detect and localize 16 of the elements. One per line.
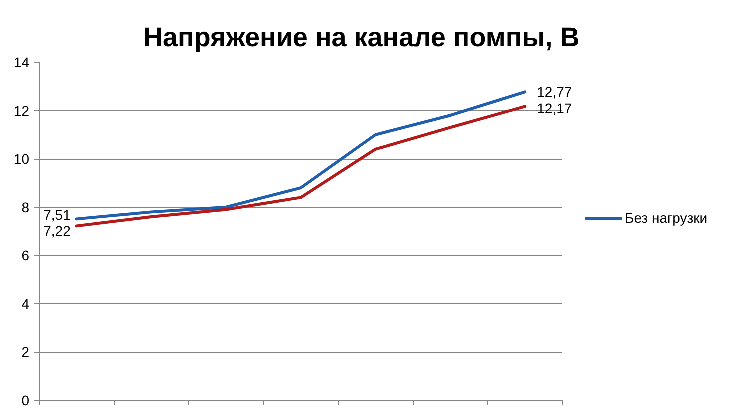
line-series bbox=[75, 90, 527, 221]
y-tick-label: 4 bbox=[22, 296, 30, 312]
legend-label: Без нагрузки bbox=[625, 210, 708, 226]
y-tick-label: 0 bbox=[22, 392, 30, 408]
y-tick-label: 2 bbox=[22, 344, 30, 360]
line-series bbox=[75, 105, 527, 228]
data-label: 7,22 bbox=[44, 223, 72, 240]
chart-title: Напряжение на канале помпы, В bbox=[144, 22, 580, 52]
y-tick-label: 10 bbox=[14, 151, 30, 168]
y-tick-label: 6 bbox=[22, 248, 30, 264]
y-tick-label: 14 bbox=[14, 54, 30, 70]
data-label: 12,77 bbox=[537, 84, 572, 100]
data-label: 12,17 bbox=[537, 100, 572, 117]
y-tick-label: 12 bbox=[14, 102, 30, 119]
data-label: 7,51 bbox=[44, 207, 72, 224]
y-tick-label: 8 bbox=[22, 199, 30, 216]
